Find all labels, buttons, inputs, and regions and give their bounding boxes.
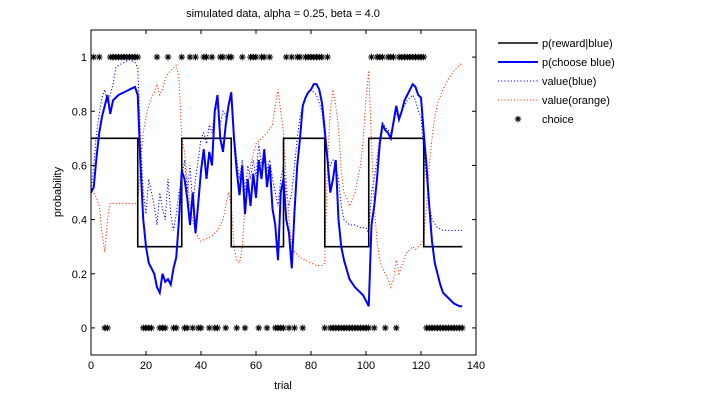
y-tick-label: 0.4 bbox=[72, 215, 87, 227]
choice-marker bbox=[288, 53, 296, 61]
legend-label-choice: choice bbox=[542, 114, 574, 126]
choice-marker bbox=[365, 324, 373, 332]
choice-marker bbox=[161, 324, 169, 332]
choice-marker bbox=[178, 53, 186, 61]
choice-marker bbox=[392, 324, 400, 332]
choice-marker bbox=[299, 324, 307, 332]
choice-marker bbox=[172, 324, 180, 332]
choice-marker bbox=[280, 324, 287, 332]
choice-marker bbox=[95, 53, 103, 61]
choice-marker bbox=[148, 324, 155, 332]
legend-label-value-orange: value(orange) bbox=[542, 95, 610, 107]
choice-marker bbox=[318, 53, 326, 61]
y-axis-label: probability bbox=[52, 166, 64, 217]
series-value-orange-line bbox=[91, 62, 463, 289]
legend-item-value-blue: value(blue) bbox=[498, 76, 596, 88]
chart-title: simulated data, alpha = 0.25, beta = 4.0 bbox=[186, 8, 380, 20]
choice-marker bbox=[390, 53, 397, 61]
axes-box bbox=[90, 29, 477, 356]
choice-marker bbox=[291, 324, 298, 332]
choice-marker bbox=[208, 53, 216, 61]
choice-marker bbox=[420, 53, 428, 61]
y-tick-label: 0.6 bbox=[72, 160, 87, 172]
choice-marker bbox=[282, 53, 290, 61]
x-tick-label: 120 bbox=[412, 360, 430, 372]
choice-marker bbox=[370, 324, 378, 332]
series-choice bbox=[91, 53, 466, 332]
choice-marker bbox=[222, 324, 230, 332]
legend-swatch-choice bbox=[514, 115, 522, 123]
legend-item-choice: choice bbox=[514, 114, 574, 126]
series-p-choose-blue-line bbox=[91, 82, 463, 308]
choice-marker bbox=[238, 53, 246, 61]
x-tick-label: 100 bbox=[357, 360, 375, 372]
x-tick-label: 80 bbox=[305, 360, 317, 372]
choice-marker bbox=[214, 324, 221, 332]
choice-marker bbox=[458, 324, 466, 332]
choice-marker bbox=[233, 324, 241, 332]
choice-marker bbox=[381, 324, 389, 332]
legend-label-p-choose-blue: p(choose blue) bbox=[542, 57, 615, 69]
x-axis-label: trial bbox=[274, 380, 292, 392]
choice-marker bbox=[368, 53, 375, 61]
choice-marker bbox=[153, 53, 161, 61]
series-value-blue-line bbox=[91, 59, 463, 235]
choice-marker bbox=[296, 53, 304, 61]
choice-marker bbox=[263, 324, 271, 332]
choice-marker bbox=[285, 324, 293, 332]
choice-marker bbox=[164, 53, 172, 61]
y-tick-label: 0.2 bbox=[72, 269, 87, 281]
series-layer bbox=[91, 53, 466, 332]
choice-marker bbox=[227, 53, 235, 61]
legend-item-value-orange: value(orange) bbox=[498, 95, 610, 107]
choice-marker bbox=[252, 53, 260, 61]
choice-marker bbox=[324, 53, 331, 61]
x-tick-label: 40 bbox=[195, 360, 207, 372]
legend: p(reward|blue) p(choose blue) value(blue) v… bbox=[498, 38, 615, 126]
x-tick-label: 140 bbox=[467, 360, 485, 372]
legend-label-value-blue: value(blue) bbox=[542, 76, 596, 88]
legend-item-p-choose-blue: p(choose blue) bbox=[498, 57, 615, 69]
choice-marker bbox=[241, 324, 249, 332]
choice-marker bbox=[260, 53, 268, 61]
x-tick-label: 60 bbox=[250, 360, 262, 372]
choice-marker bbox=[321, 324, 329, 332]
legend-label-p-reward-blue: p(reward|blue) bbox=[542, 38, 613, 50]
choice-marker bbox=[134, 53, 142, 61]
choice-marker bbox=[266, 53, 274, 61]
x-tick-label: 20 bbox=[140, 360, 152, 372]
ticks-layer: 0 20 40 60 80 100 120 140 0 0.2 0.4 0.6 0.8 1 bbox=[72, 30, 485, 372]
y-tick-label: 1 bbox=[81, 52, 87, 64]
choice-marker bbox=[205, 324, 213, 332]
x-tick-label: 0 bbox=[88, 360, 94, 372]
y-tick-label: 0 bbox=[81, 323, 87, 335]
choice-marker bbox=[197, 324, 205, 332]
legend-item-p-reward-blue: p(reward|blue) bbox=[498, 38, 613, 50]
y-tick-label: 0.8 bbox=[72, 106, 87, 118]
choice-marker bbox=[255, 324, 263, 332]
choice-marker bbox=[104, 324, 111, 332]
choice-marker bbox=[379, 53, 386, 61]
choice-marker bbox=[192, 53, 199, 61]
